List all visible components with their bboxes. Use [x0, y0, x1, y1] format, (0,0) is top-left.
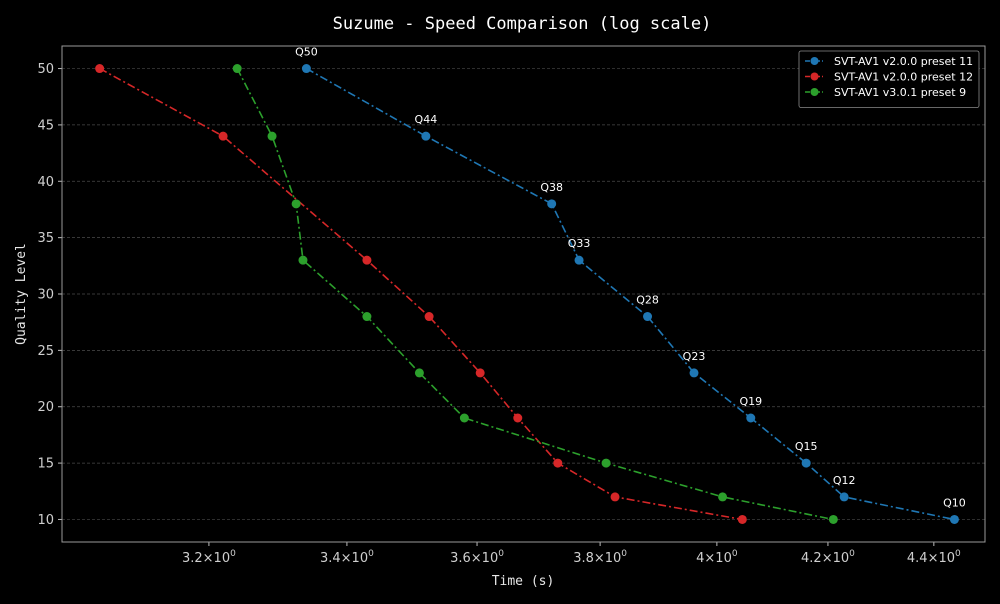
legend-entry: SVT-AV1 v2.0.0 preset 12 [834, 71, 973, 84]
data-point-series-2 [610, 492, 620, 502]
y-tick-label: 15 [37, 457, 54, 472]
data-point-series-3 [232, 64, 242, 74]
chart-title: Suzume - Speed Comparison (log scale) [333, 14, 712, 34]
x-tick-label: 3.6×100 [450, 549, 504, 566]
point-label: Q50 [295, 46, 318, 59]
legend-box [798, 50, 980, 108]
data-point-series-1 [949, 514, 959, 524]
data-point-series-1 [547, 199, 557, 209]
x-tick-label: 3.2×100 [182, 549, 236, 566]
plot-frame [61, 45, 986, 543]
legend-marker [810, 57, 819, 65]
data-point-series-2 [475, 368, 485, 378]
x-tick-label: 4×100 [696, 549, 738, 566]
data-point-series-1 [746, 413, 756, 423]
y-tick-label: 25 [37, 344, 54, 359]
y-tick-label: 40 [37, 175, 54, 190]
data-point-series-3 [267, 131, 277, 141]
data-point-series-1 [574, 255, 584, 265]
data-point-series-3 [828, 514, 838, 524]
data-point-series-2 [737, 514, 747, 524]
point-label: Q23 [683, 350, 706, 363]
data-point-series-3 [718, 492, 728, 502]
data-point-series-2 [95, 64, 105, 74]
y-axis-label: Quality Level [14, 243, 29, 345]
series-line-2 [99, 67, 743, 521]
y-tick-label: 10 [37, 513, 54, 528]
point-label: Q10 [943, 496, 966, 509]
legend: SVT-AV1 v2.0.0 preset 11 SVT-AV1 v2.0.0 p… [798, 50, 980, 108]
y-tick-label: 45 [37, 118, 54, 133]
legend-marker [810, 72, 819, 81]
data-point-series-1 [301, 64, 311, 74]
data-point-series-2 [424, 312, 434, 322]
grid-layer [62, 68, 985, 520]
x-tick-label: 3.8×100 [573, 549, 627, 566]
x-tick-label: 4.2×100 [801, 549, 855, 566]
data-point-series-3 [459, 413, 469, 423]
point-label-layer: Q50 Q44 Q38 Q33 Q28 Q23 Q19 Q15 Q12 Q10 [295, 46, 966, 510]
y-tick-label: 20 [37, 400, 54, 415]
legend-entry: SVT-AV1 v2.0.0 preset 11 [834, 55, 973, 68]
point-label: Q28 [636, 294, 659, 307]
point-label: Q38 [540, 181, 563, 194]
data-point-series-2 [553, 458, 563, 468]
series-layer [95, 64, 959, 524]
data-point-series-2 [362, 255, 372, 265]
tick-layer: 10 15 20 25 30 35 40 45 50 3.2×100 3.4×100 3.6×100 3… [37, 62, 961, 566]
y-tick-label: 50 [37, 62, 54, 77]
x-tick-label: 3.4×100 [320, 549, 374, 566]
legend-entry: SVT-AV1 v3.0.1 preset 9 [834, 86, 966, 99]
data-point-series-1 [643, 312, 653, 322]
data-point-series-3 [291, 199, 301, 209]
point-label: Q44 [415, 113, 438, 126]
point-label: Q33 [568, 237, 591, 250]
y-tick-label: 35 [37, 231, 54, 246]
data-point-series-3 [298, 255, 308, 265]
data-point-series-2 [218, 131, 228, 141]
legend-marker [810, 88, 819, 96]
data-point-series-1 [689, 368, 699, 378]
data-point-series-3 [414, 368, 424, 378]
x-tick-label: 4.4×100 [907, 549, 961, 566]
data-point-series-1 [801, 458, 811, 468]
data-point-series-1 [839, 492, 849, 502]
point-label: Q15 [795, 440, 818, 453]
data-point-series-3 [601, 458, 611, 468]
y-tick-label: 30 [37, 288, 54, 303]
data-point-series-3 [362, 312, 372, 322]
data-point-series-1 [421, 131, 431, 141]
data-point-series-2 [513, 413, 523, 423]
point-label: Q12 [833, 474, 856, 487]
point-label: Q19 [739, 395, 762, 408]
series-line-1 [306, 67, 955, 521]
series-line-3 [236, 68, 834, 521]
x-axis-label: Time (s) [492, 574, 555, 589]
